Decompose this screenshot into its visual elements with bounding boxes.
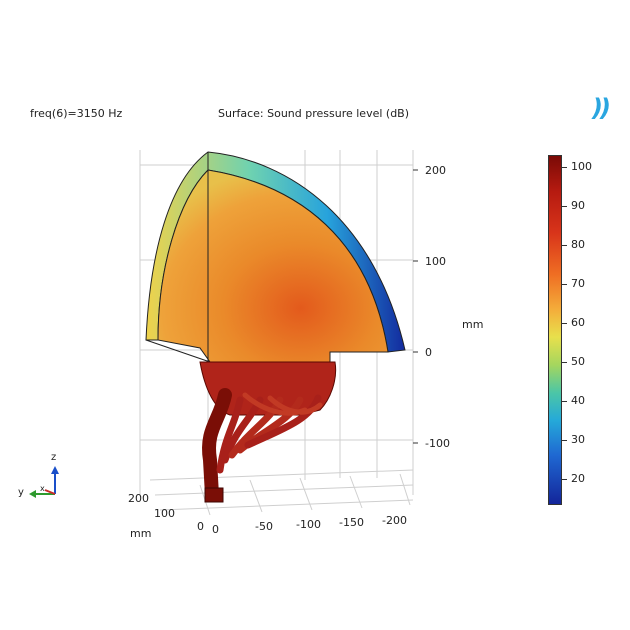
air-domain [157,169,389,363]
x-tick-minus-200: -200 [382,514,407,527]
triad-z-label: z [51,452,57,463]
colorbar-tick-100: 100 [571,160,592,173]
coordinate-triad [29,466,59,498]
colorbar-tick-20: 20 [571,472,585,485]
y-unit: mm [130,527,152,540]
colorbar-tick-50: 50 [571,355,585,368]
domain-base-edge [145,339,211,363]
z-unit: mm [462,318,484,331]
y-tick-0: 0 [197,520,204,533]
colorbar-tick-60: 60 [571,316,585,329]
x-tick-minus-150: -150 [339,516,364,529]
x-tick-minus-50: -50 [255,520,273,533]
triad-x-label: x [40,484,45,493]
x-tick-minus-100: -100 [296,518,321,531]
colorbar-tick-40: 40 [571,394,585,407]
x-tick-0: 0 [212,523,219,536]
throat [204,487,224,503]
colorbar-tick-30: 30 [571,433,585,446]
triad-y-label: y [18,487,24,498]
colorbar-tick-90: 90 [571,199,585,212]
colorbar [548,155,562,505]
y-tick-100: 100 [154,507,175,520]
z-axis-ticks [413,169,418,444]
surface-label: Surface: Sound pressure level (dB) [218,107,410,120]
z-tick-200: 200 [425,164,446,177]
z-tick-minus-100: -100 [425,437,450,450]
waveguide-tubes [202,388,323,502]
colorbar-tick-70: 70 [571,277,585,290]
frequency-label: freq(6)=3150 Hz [30,107,123,120]
colorbar-tick-80: 80 [571,238,585,251]
y-tick-200: 200 [128,492,149,505]
z-tick-0: 0 [425,346,432,359]
logo-icon: )) [592,94,611,122]
z-tick-100: 100 [425,255,446,268]
